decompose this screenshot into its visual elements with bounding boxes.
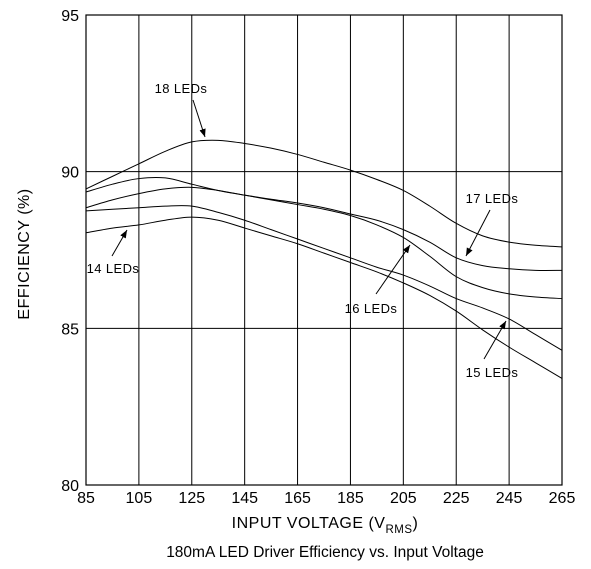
series-line-16-leds <box>85 186 563 300</box>
annotation-arrow-17-leds <box>465 209 491 257</box>
series-label-15-leds: 15 LEDs <box>466 365 519 380</box>
x-axis-label-subscript: RMS <box>385 524 412 536</box>
series-line-14-leds <box>85 216 563 379</box>
x-axis-label: INPUT VOLTAGE (VRMS) <box>232 515 419 536</box>
x-tick-label: 265 <box>549 490 576 507</box>
x-tick-label: 125 <box>178 490 205 507</box>
x-tick-label: 145 <box>231 490 258 507</box>
annotation-arrow-15-leds <box>483 320 507 360</box>
x-tick-label: 225 <box>443 490 470 507</box>
x-tick-label: 205 <box>390 490 417 507</box>
x-tick-label: 105 <box>126 490 153 507</box>
series-line-17-leds <box>85 176 563 271</box>
y-tick-label: 80 <box>61 478 79 495</box>
x-axis-label-suffix: ) <box>413 515 419 532</box>
annotation-arrow-16-leds <box>375 244 411 295</box>
x-tick-label: 185 <box>337 490 364 507</box>
series-lines <box>85 139 563 379</box>
y-axis-label: EFFICIENCY (%) <box>16 188 33 319</box>
y-tick-labels: 80 85 90 95 <box>61 8 79 495</box>
series-line-15-leds <box>85 205 563 351</box>
x-tick-label: 245 <box>496 490 523 507</box>
x-tick-label: 165 <box>284 490 311 507</box>
annotation-arrow-18-leds <box>192 99 206 138</box>
series-label-17-leds: 17 LEDs <box>466 191 519 206</box>
annotation-arrow-14-leds <box>111 229 128 257</box>
x-tick-label: 85 <box>77 490 95 507</box>
y-tick-label: 90 <box>61 165 79 182</box>
y-tick-label: 95 <box>61 8 79 25</box>
x-tick-labels: 85 105 125 145 165 185 205 225 245 265 <box>77 490 575 507</box>
y-tick-label: 85 <box>61 321 79 338</box>
series-annotations: 18 LEDs 17 LEDs 16 LEDs 15 LEDs 14 LEDs <box>87 81 519 380</box>
series-line-18-leds <box>85 139 563 248</box>
chart-title: 180mA LED Driver Efficiency vs. Input Vo… <box>166 544 484 561</box>
x-axis-label-main: INPUT VOLTAGE (V <box>232 515 386 532</box>
series-label-18-leds: 18 LEDs <box>155 81 208 96</box>
series-label-16-leds: 16 LEDs <box>345 301 398 316</box>
plot-area-border <box>85 14 563 486</box>
series-label-14-leds: 14 LEDs <box>87 261 140 276</box>
